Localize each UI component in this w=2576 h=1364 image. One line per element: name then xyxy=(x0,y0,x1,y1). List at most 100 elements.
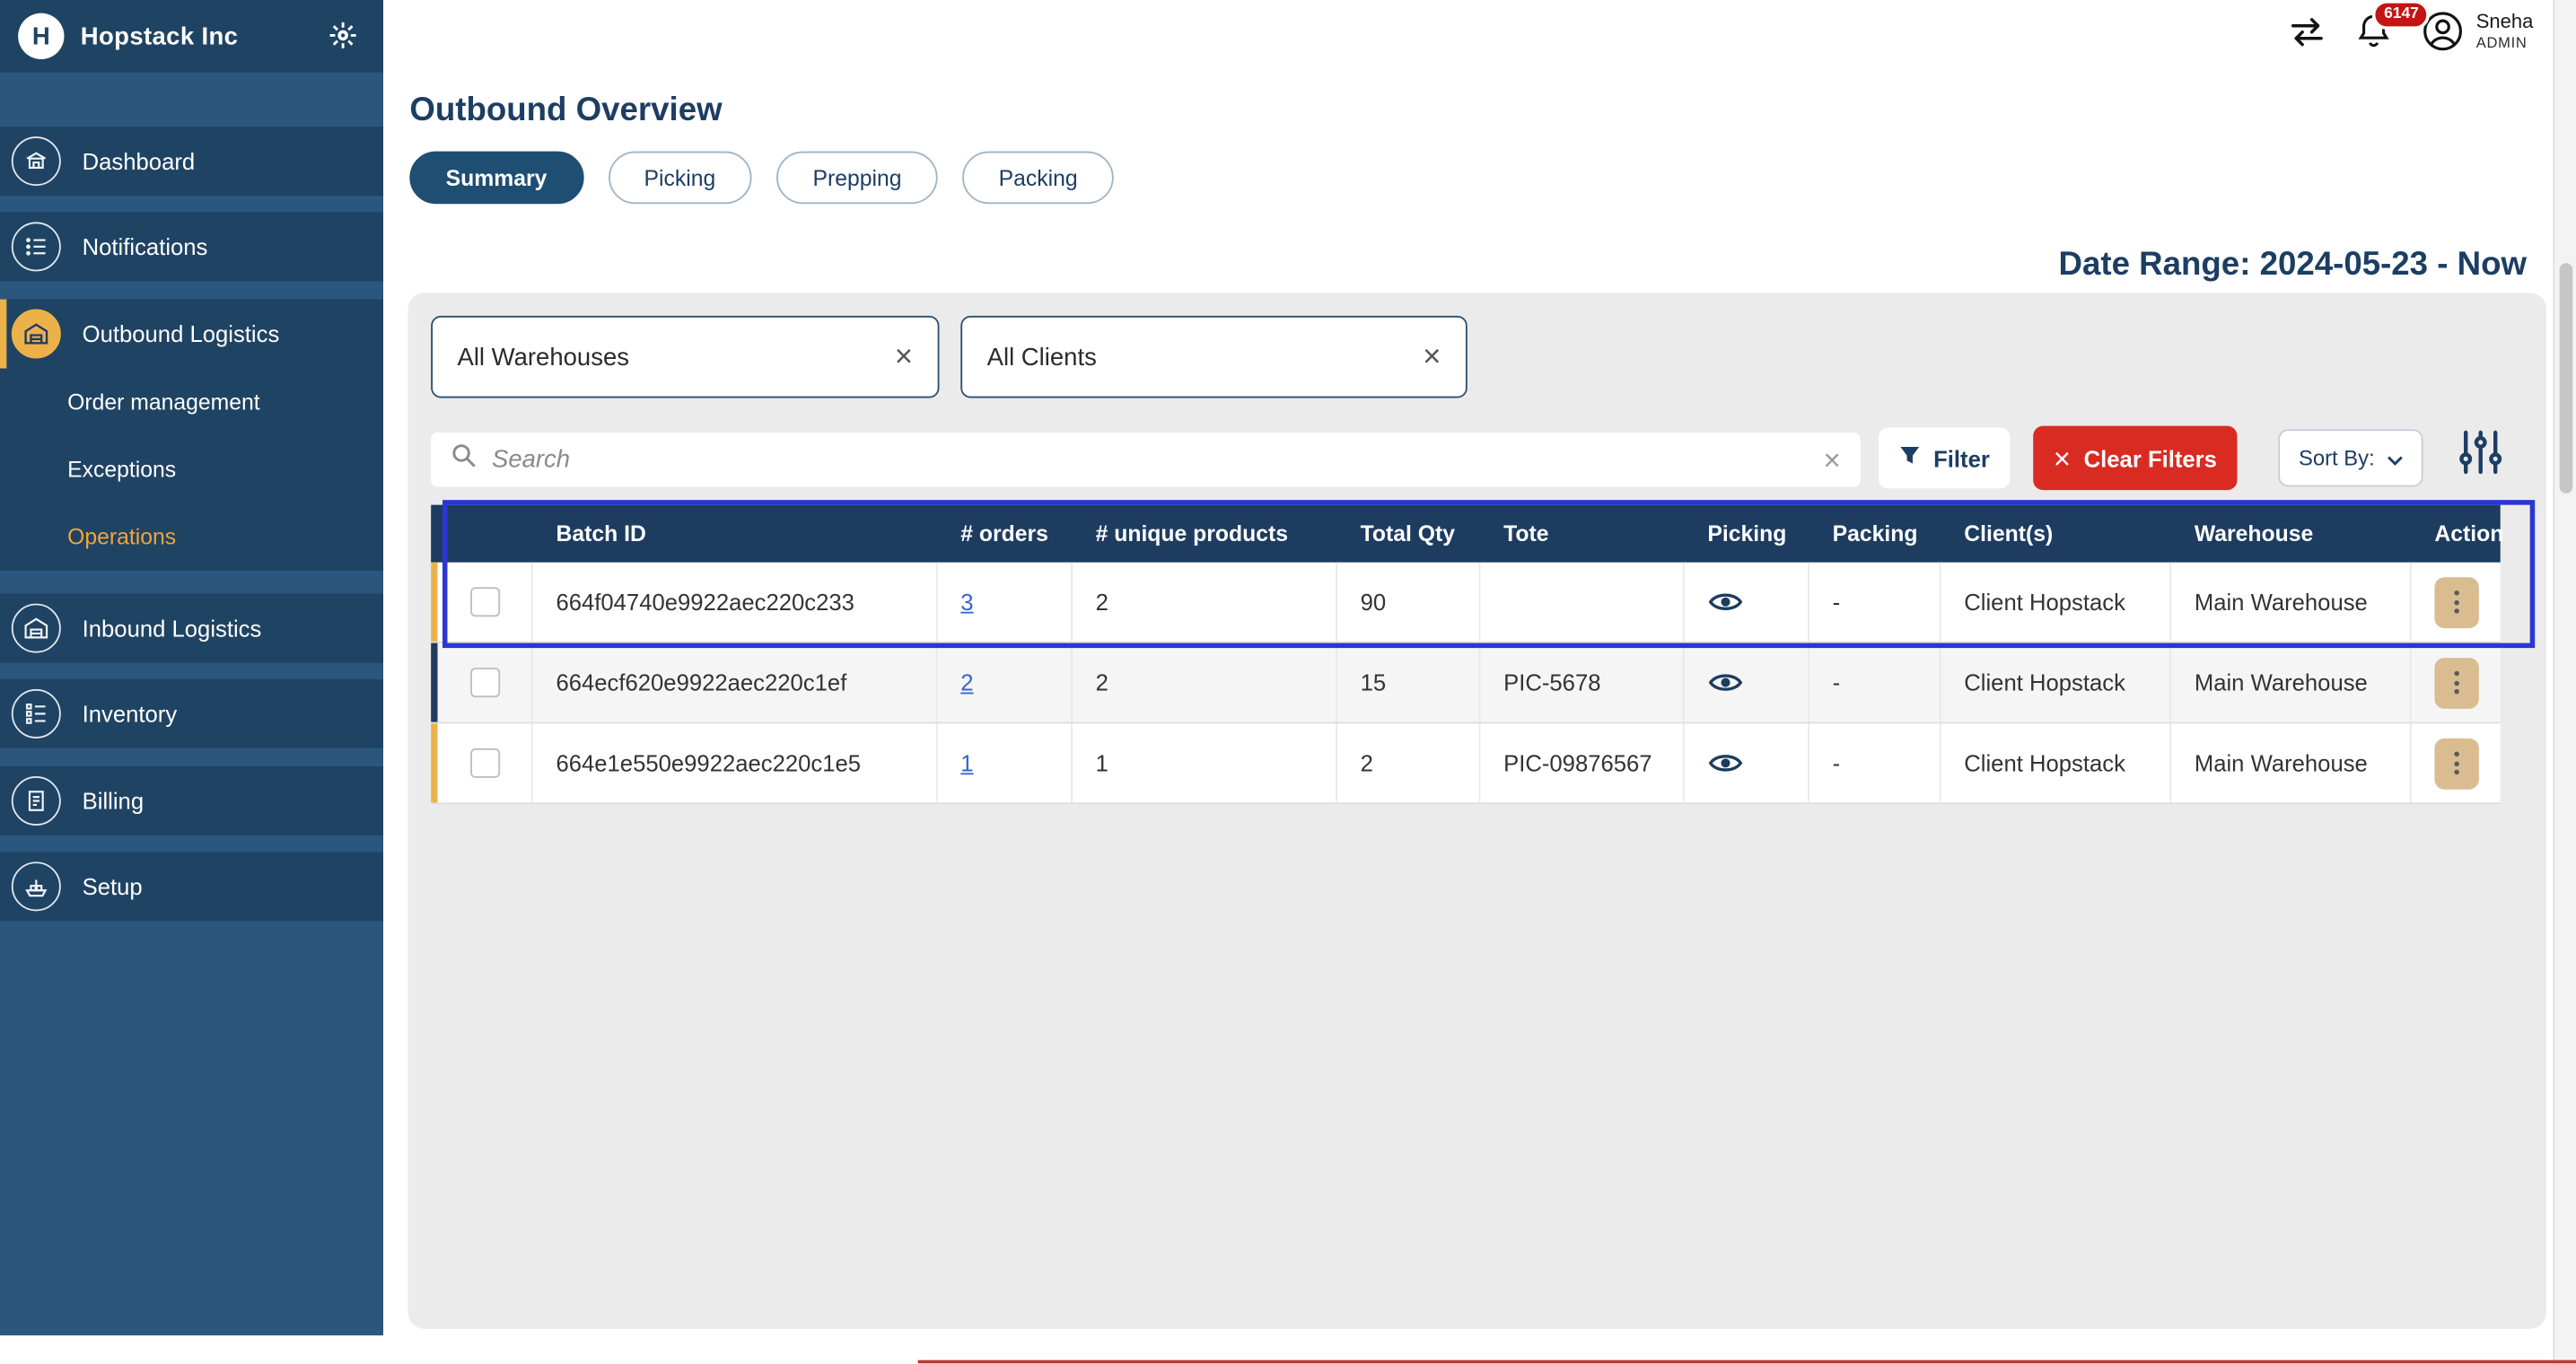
clear-search-icon[interactable]: × xyxy=(1823,442,1841,477)
column-header-orders: # orders xyxy=(960,520,1048,546)
table-header-row: Batch ID # orders # unique products Tota… xyxy=(431,504,2504,563)
packing-cell: - xyxy=(1809,562,1941,642)
hopstack-logo: H xyxy=(18,13,65,59)
batch-id-cell: 664e1e550e9922aec220c1e5 xyxy=(533,723,938,803)
sidebar-item-label: Outbound Logistics xyxy=(82,320,280,347)
clear-filters-button[interactable]: × Clear Filters xyxy=(2033,425,2238,491)
warehouse-filter-select[interactable]: All Warehouses × xyxy=(431,315,940,398)
date-range-label: Date Range: 2024-05-23 - Now xyxy=(2058,246,2528,284)
sidebar-item-label: Inventory xyxy=(82,700,178,728)
sidebar-item-dashboard[interactable]: Dashboard xyxy=(0,127,384,197)
eye-icon[interactable] xyxy=(1707,669,1743,695)
bottom-edge-line xyxy=(917,1360,2576,1364)
filter-button-label: Filter xyxy=(1933,444,1990,472)
search-bar: × xyxy=(431,433,1861,487)
column-header-unique-products: # unique products xyxy=(1095,520,1289,546)
close-icon: × xyxy=(2053,442,2071,475)
sidebar-item-setup[interactable]: Setup xyxy=(0,852,384,922)
total-qty-cell: 2 xyxy=(1337,723,1481,803)
subitem-label: Order management xyxy=(67,389,260,415)
total-qty-cell: 15 xyxy=(1337,643,1481,722)
tote-cell xyxy=(1480,562,1685,642)
active-item-strip xyxy=(0,299,7,369)
sidebar-item-billing[interactable]: Billing xyxy=(0,766,384,836)
clients-cell: Client Hopstack xyxy=(1941,643,2172,722)
packing-cell: - xyxy=(1809,723,1941,803)
logo-letter: H xyxy=(31,22,50,50)
row-actions-menu-button[interactable] xyxy=(2433,737,2478,789)
eye-icon[interactable] xyxy=(1707,750,1743,776)
sidebar-subitem-operations[interactable]: Operations xyxy=(0,503,384,571)
row-checkbox[interactable] xyxy=(470,748,501,778)
batches-table: Batch ID # orders # unique products Tota… xyxy=(431,504,2504,805)
sidebar: H Hopstack Inc Dashboard Notifications xyxy=(0,0,384,1336)
setup-ship-icon xyxy=(11,861,61,912)
dashboard-icon xyxy=(11,136,61,187)
column-header-clients: Client(s) xyxy=(1964,520,2054,546)
clients-cell: Client Hopstack xyxy=(1941,723,2172,803)
search-icon xyxy=(451,442,477,477)
notifications-bell[interactable]: 6147 xyxy=(2354,0,2431,51)
client-filter-select[interactable]: All Clients × xyxy=(960,315,1468,398)
clear-client-icon[interactable]: × xyxy=(1423,339,1441,374)
tab-prepping[interactable]: Prepping xyxy=(776,151,938,205)
notifications-list-icon xyxy=(11,222,61,272)
swap-arrows-icon[interactable] xyxy=(2289,15,2326,47)
orders-count-link[interactable]: 2 xyxy=(960,669,974,696)
inbound-warehouse-icon xyxy=(11,603,61,653)
filter-button[interactable]: Filter xyxy=(1878,427,2011,489)
search-input[interactable] xyxy=(491,445,1809,474)
sidebar-subitem-order-management[interactable]: Order management xyxy=(0,368,384,436)
funnel-icon xyxy=(1899,444,1923,472)
clear-warehouse-icon[interactable]: × xyxy=(894,339,914,374)
sidebar-subitem-exceptions[interactable]: Exceptions xyxy=(0,435,384,503)
user-menu[interactable]: Sneha ADMIN xyxy=(2422,10,2533,53)
batch-id-cell: 664f04740e9922aec220c233 xyxy=(533,562,938,642)
tab-summary[interactable]: Summary xyxy=(409,151,583,205)
sidebar-item-inventory[interactable]: Inventory xyxy=(0,678,384,748)
eye-icon[interactable] xyxy=(1707,589,1743,615)
row-status-strip xyxy=(431,723,438,803)
sort-by-dropdown[interactable]: Sort By: xyxy=(2278,429,2423,487)
user-info: Sneha ADMIN xyxy=(2476,11,2534,52)
tab-packing[interactable]: Packing xyxy=(962,151,1114,205)
tab-picking[interactable]: Picking xyxy=(608,151,752,205)
notification-count-badge: 6147 xyxy=(2372,0,2431,30)
scrollbar-thumb[interactable] xyxy=(2558,263,2572,494)
unique-products-cell: 2 xyxy=(1073,562,1337,642)
topbar-actions: 6147 Sneha ADMIN xyxy=(2289,0,2533,63)
chevron-down-icon xyxy=(2387,446,2403,470)
warehouse-filter-value: All Warehouses xyxy=(457,343,630,372)
gear-icon[interactable] xyxy=(328,20,359,51)
row-checkbox[interactable] xyxy=(470,668,501,698)
outbound-warehouse-icon xyxy=(11,309,61,359)
orders-count-link[interactable]: 3 xyxy=(960,589,974,616)
sidebar-item-outbound-logistics[interactable]: Outbound Logistics xyxy=(0,299,384,369)
unique-products-cell: 2 xyxy=(1073,643,1337,722)
row-status-strip xyxy=(431,562,438,642)
packing-cell: - xyxy=(1809,643,1941,722)
orders-count-link[interactable]: 1 xyxy=(960,749,974,777)
table-row: 664e1e550e9922aec220c1e5 1 1 2 PIC-09876… xyxy=(431,723,2501,805)
inventory-list-icon xyxy=(11,688,61,739)
sidebar-item-label: Setup xyxy=(82,873,143,900)
warehouse-cell: Main Warehouse xyxy=(2171,643,2412,722)
column-header-batch-id: Batch ID xyxy=(556,520,646,546)
adjustments-sliders-icon[interactable] xyxy=(2459,428,2502,477)
user-role: ADMIN xyxy=(2475,34,2528,51)
warehouse-cell: Main Warehouse xyxy=(2171,562,2412,642)
column-header-action: Action xyxy=(2434,520,2504,546)
row-actions-menu-button[interactable] xyxy=(2433,576,2478,628)
clear-filters-label: Clear Filters xyxy=(2083,444,2217,472)
sidebar-item-inbound-logistics[interactable]: Inbound Logistics xyxy=(0,593,384,663)
main-content: Outbound Overview Summary Picking Preppi… xyxy=(383,62,2554,1364)
clients-cell: Client Hopstack xyxy=(1941,562,2172,642)
row-actions-menu-button[interactable] xyxy=(2433,657,2478,708)
user-avatar-icon xyxy=(2422,10,2465,53)
tote-cell: PIC-09876567 xyxy=(1480,723,1685,803)
sidebar-item-notifications[interactable]: Notifications xyxy=(0,212,384,282)
row-checkbox[interactable] xyxy=(470,587,501,617)
filters-panel: All Warehouses × All Clients × × Filter xyxy=(407,293,2547,1329)
scrollbar-track xyxy=(2553,0,2576,1364)
